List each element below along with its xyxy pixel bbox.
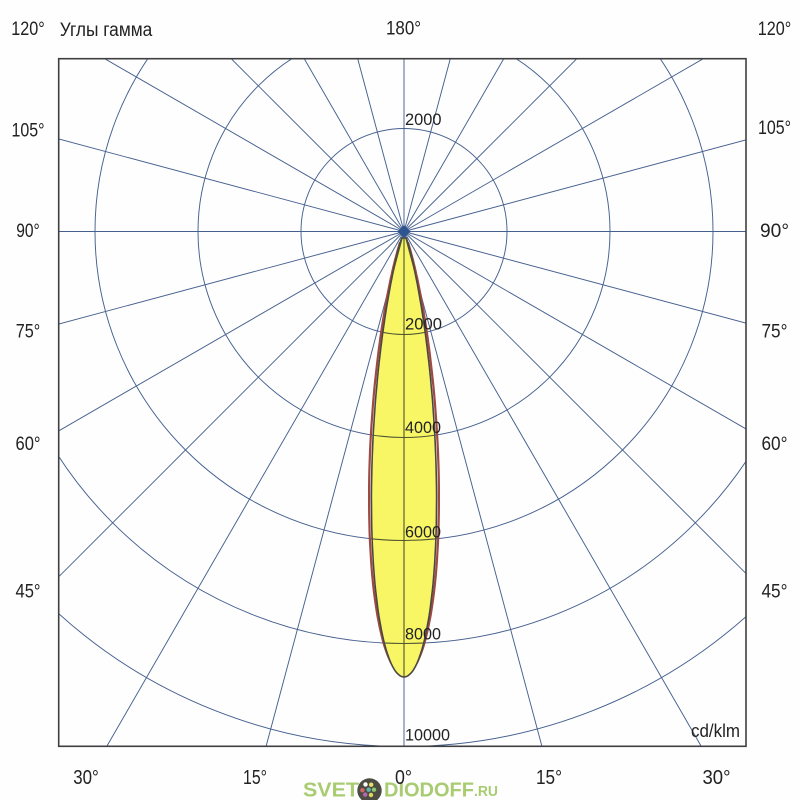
svg-text:15°: 15° — [243, 767, 267, 789]
svg-text:90°: 90° — [16, 221, 40, 242]
svg-text:30°: 30° — [703, 767, 731, 789]
svg-text:180°: 180° — [386, 19, 421, 40]
svg-text:2000: 2000 — [405, 110, 442, 129]
svg-text:75°: 75° — [16, 322, 41, 343]
svg-text:120°: 120° — [11, 19, 45, 40]
svg-text:60°: 60° — [762, 434, 788, 455]
svg-text:30°: 30° — [73, 767, 99, 789]
svg-text:45°: 45° — [16, 582, 41, 603]
svg-text:105°: 105° — [12, 120, 45, 141]
svg-text:0°: 0° — [395, 767, 412, 789]
svg-text:cd/klm: cd/klm — [691, 721, 740, 741]
svg-text:15°: 15° — [536, 767, 562, 789]
svg-text:SVET: SVET — [303, 779, 359, 801]
svg-text:6000: 6000 — [405, 523, 441, 542]
svg-text:DIODOFF: DIODOFF — [384, 779, 474, 801]
svg-text:8000: 8000 — [405, 625, 441, 644]
svg-text:2000: 2000 — [405, 315, 442, 334]
svg-text:120°: 120° — [758, 19, 792, 40]
svg-text:Углы гамма: Углы гамма — [60, 20, 153, 41]
svg-text:.RU: .RU — [474, 784, 498, 800]
svg-text:105°: 105° — [758, 118, 791, 139]
svg-text:4000: 4000 — [405, 418, 441, 437]
svg-text:45°: 45° — [762, 582, 788, 603]
svg-text:60°: 60° — [16, 434, 41, 455]
svg-text:75°: 75° — [762, 322, 788, 343]
svg-text:10000: 10000 — [405, 726, 450, 745]
svg-text:90°: 90° — [760, 221, 789, 242]
